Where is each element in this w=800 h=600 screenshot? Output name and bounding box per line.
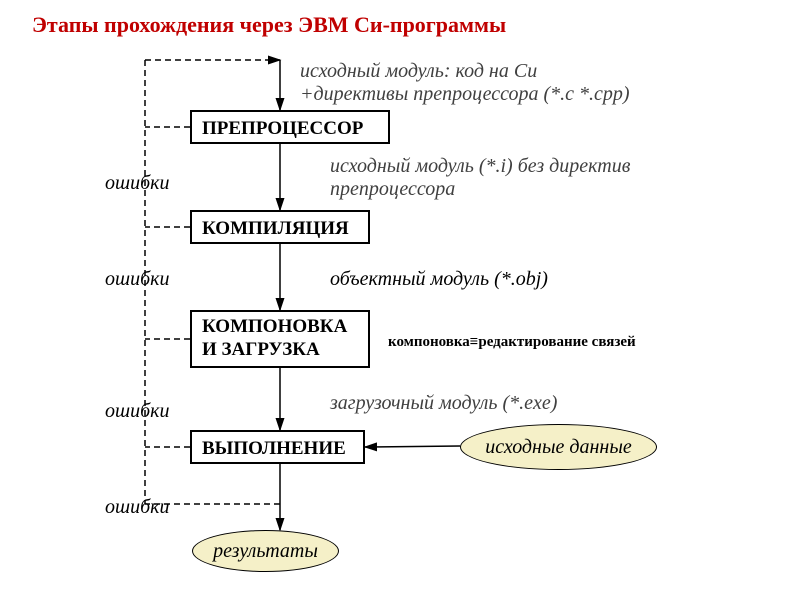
transition-obj-label: объектный модуль (*.obj) [330, 268, 548, 291]
errors-label-1: ошибки [105, 172, 170, 195]
errors-label-3: ошибки [105, 400, 170, 423]
linking-definition-note: компоновка≡редактирование связей [388, 334, 636, 351]
transition-exe-label: загрузочный модуль (*.exe) [330, 392, 557, 415]
source-module-label: исходный модуль: код на Си+директивы пре… [300, 60, 630, 106]
input-data-ellipse: исходные данные [460, 424, 657, 470]
errors-label-4: ошибки [105, 496, 170, 519]
errors-label-2: ошибки [105, 268, 170, 291]
stage-linking-loading: КОМПОНОВКАИ ЗАГРУЗКА [190, 310, 370, 368]
results-ellipse: результаты [192, 530, 339, 572]
stage-compilation: КОМПИЛЯЦИЯ [190, 210, 370, 244]
stage-preprocessor: ПРЕПРОЦЕССОР [190, 110, 390, 144]
diagram-title: Этапы прохождения через ЭВМ Си-программы [32, 12, 506, 38]
stage-execution: ВЫПОЛНЕНИЕ [190, 430, 365, 464]
transition-i-file-label: исходный модуль (*.i) без директивпрепро… [330, 155, 630, 201]
